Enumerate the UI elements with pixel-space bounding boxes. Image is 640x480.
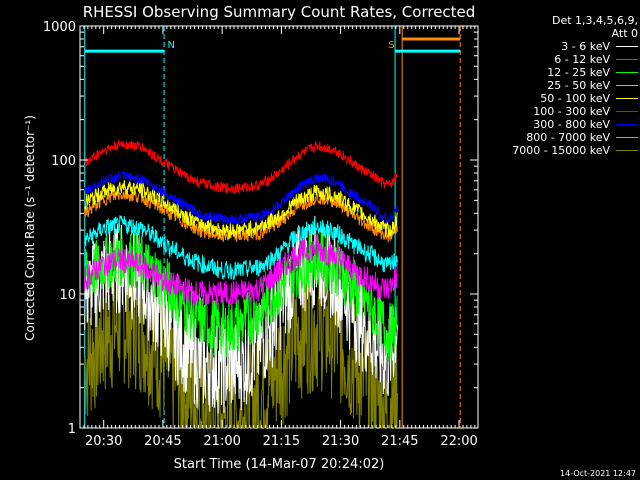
timestamp: 14-Oct-2021 12:47 — [560, 469, 636, 478]
y-tick-label: 10 — [59, 288, 76, 303]
x-tick-label: 21:00 — [203, 434, 240, 449]
annotation-label: N — [167, 40, 174, 51]
legend-swatch — [616, 85, 638, 86]
legend-swatch — [616, 111, 638, 112]
series-line — [84, 215, 398, 281]
legend-entry: 800 - 7000 keV — [478, 131, 638, 144]
axis-ticks: 20:30 20:45 21:00 21:15 21:30 21:45 22:00 1 10 10… — [43, 20, 478, 449]
legend-entry-label: 12 - 25 keV — [547, 66, 610, 79]
x-tick-label: 21:15 — [263, 434, 300, 449]
legend-entry: 300 - 800 keV — [478, 118, 638, 131]
x-tick-label: 20:30 — [85, 434, 122, 449]
plot-frame — [79, 25, 479, 429]
x-tick-label: 21:30 — [322, 434, 359, 449]
legend-detector-line: Det 1,3,4,5,6,9, — [551, 14, 638, 27]
legend-entry-label: 300 - 800 keV — [533, 118, 610, 131]
series-line — [84, 139, 398, 195]
legend-entry-label: 50 - 100 keV — [540, 92, 610, 105]
legend-swatch — [616, 72, 638, 73]
legend-swatch — [616, 150, 638, 151]
plot-area — [79, 25, 479, 429]
legend-swatch — [616, 124, 638, 125]
y-tick-label: 100 — [51, 154, 76, 169]
legend-entry: 6 - 12 keV — [478, 53, 638, 66]
legend-swatch — [616, 98, 638, 99]
series-line — [84, 179, 398, 240]
legend-entry-label: 3 - 6 keV — [561, 40, 610, 53]
y-axis-label: Corrected Count Rate (s⁻¹ detector⁻¹) — [23, 115, 37, 341]
data-series — [84, 139, 398, 429]
legend-entry-label: 6 - 12 keV — [554, 53, 610, 66]
y-tick-label: 1000 — [43, 20, 76, 35]
x-axis-label: Start Time (14-Mar-07 20:24:02) — [174, 457, 385, 472]
y-tick-label: 1 — [68, 422, 76, 437]
legend: Det 1,3,4,5,6,9, Att 0 3 - 6 keV 6 - 12 k… — [478, 14, 638, 157]
x-tick-label: 20:45 — [144, 434, 181, 449]
legend-entry: 25 - 50 keV — [478, 79, 638, 92]
legend-entry: 3 - 6 keV — [478, 40, 638, 53]
legend-attenuator-line: Att 0 — [611, 27, 638, 40]
annotation-label: S — [388, 40, 394, 51]
legend-entry: 12 - 25 keV — [478, 66, 638, 79]
chart-title: RHESSI Observing Summary Count Rates, Co… — [83, 3, 476, 21]
legend-entry-label: 25 - 50 keV — [547, 79, 610, 92]
legend-entry: 7000 - 15000 keV — [478, 144, 638, 157]
legend-swatch — [616, 137, 638, 138]
legend-entry: 50 - 100 keV — [478, 92, 638, 105]
legend-swatch — [616, 46, 638, 47]
x-tick-label: 22:00 — [440, 434, 477, 449]
legend-entry-label: 7000 - 15000 keV — [512, 144, 610, 157]
legend-entry-label: 100 - 300 keV — [533, 105, 610, 118]
legend-entry-label: 800 - 7000 keV — [526, 131, 610, 144]
x-tick-label: 21:45 — [381, 434, 418, 449]
legend-entry: 100 - 300 keV — [478, 105, 638, 118]
series-line — [84, 235, 398, 307]
series-line — [84, 171, 398, 227]
legend-swatch — [616, 59, 638, 60]
